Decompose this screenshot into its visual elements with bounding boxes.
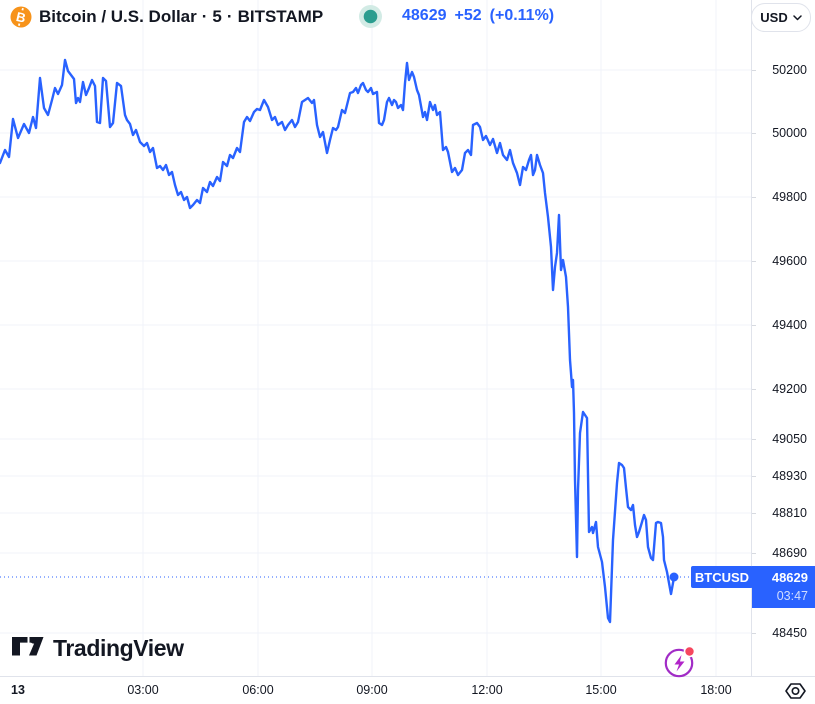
price-axis-label: 50200	[772, 62, 807, 77]
price-axis-label: 49200	[772, 381, 807, 396]
bitcoin-icon: B	[10, 6, 32, 28]
price-axis[interactable]: 48629 03:47 50200 50000 49800 49600 49400 492…	[751, 0, 815, 676]
time-axis-label: 12:00	[471, 683, 503, 697]
price-axis-tick	[752, 197, 756, 198]
price-axis-tick	[752, 633, 756, 634]
quote-last-price: 48629	[402, 7, 447, 24]
price-axis-tick	[752, 439, 756, 440]
price-axis-tick	[752, 70, 756, 71]
tradingview-brand-text: TradingView	[53, 635, 184, 661]
currency-dropdown[interactable]: USD	[751, 3, 811, 32]
price-axis-label: 49400	[772, 317, 807, 332]
price-axis-tick	[752, 553, 756, 554]
price-axis-label: 48810	[772, 505, 807, 520]
scale-settings-icon[interactable]	[785, 682, 807, 700]
last-price-badge: 48629 03:47	[752, 566, 815, 608]
price-axis-tick	[752, 513, 756, 514]
quote-change-percent: (+0.11%)	[489, 7, 555, 24]
price-axis-label: 50000	[772, 125, 807, 140]
tradingview-logo[interactable]: TradingView	[12, 635, 184, 661]
time-axis-label: 09:00	[356, 683, 388, 697]
market-status-dot[interactable]	[358, 4, 383, 34]
price-axis-label: 49600	[772, 253, 807, 268]
currency-label: USD	[760, 10, 788, 25]
price-axis-label: 48450	[772, 625, 807, 640]
price-axis-label: 49800	[772, 189, 807, 204]
badge-price: 48629	[771, 570, 808, 585]
svg-text:B: B	[15, 9, 28, 26]
badge-countdown: 03:47	[776, 589, 808, 603]
price-line-symbol-label: BTCUSD	[694, 569, 750, 585]
exchange-name[interactable]: BITSTAMP	[237, 7, 324, 26]
chevron-down-icon	[792, 14, 802, 20]
price-axis-label: 48690	[772, 545, 807, 560]
price-axis-tick	[752, 325, 756, 326]
time-axis-label: 06:00	[242, 683, 274, 697]
price-axis-tick	[752, 389, 756, 390]
price-axis-label: 49050	[772, 431, 807, 446]
price-series-line	[0, 58, 676, 624]
last-price-marker	[669, 572, 679, 582]
time-axis-label: 03:00	[127, 683, 159, 697]
price-line-symbol-tag: BTCUSD	[691, 566, 753, 588]
time-axis-label: 15:00	[585, 683, 617, 697]
time-axis-label: 13	[11, 683, 25, 697]
price-chart[interactable]	[0, 0, 751, 676]
symbol-legend[interactable]: B Bitcoin / U.S. Dollar · 5 · BITSTAMP	[10, 0, 323, 34]
price-axis-tick	[752, 476, 756, 477]
symbol-name[interactable]: Bitcoin / U.S. Dollar	[39, 7, 197, 26]
price-axis-tick	[752, 133, 756, 134]
spark-lightning-icon[interactable]	[661, 644, 699, 687]
time-axis[interactable]: 13 03:00 06:00 09:00 12:00 15:00 18:00	[0, 676, 815, 704]
price-axis-tick	[752, 261, 756, 262]
time-axis-label: 18:00	[700, 683, 732, 697]
quote-change: +52	[454, 7, 482, 24]
interval-value[interactable]: 5	[212, 7, 222, 26]
tradingview-mark-icon	[12, 637, 44, 656]
separator: ·	[201, 7, 208, 26]
quote-values: 48629 +52 (+0.11%)	[402, 7, 554, 25]
separator: ·	[226, 7, 233, 26]
price-axis-label: 48930	[772, 468, 807, 483]
